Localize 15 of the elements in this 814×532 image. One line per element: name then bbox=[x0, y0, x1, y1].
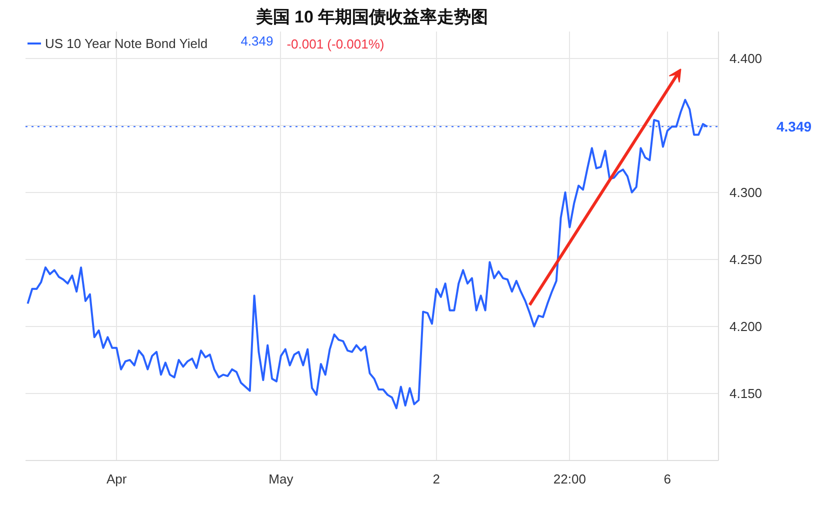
legend-label: US 10 Year Note Bond Yield bbox=[45, 36, 208, 50]
ref-line-label: 4.349 bbox=[776, 118, 812, 135]
x-tick-label: May bbox=[268, 472, 294, 486]
y-tick-label: 4.200 bbox=[730, 318, 762, 334]
y-tick-label: 4.250 bbox=[730, 252, 762, 267]
x-tick-label: Apr bbox=[106, 472, 128, 486]
y-tick-label: 4.400 bbox=[730, 50, 762, 66]
annotation: -0.001 (-0.001%) bbox=[286, 36, 384, 52]
y-tick-label: 4.300 bbox=[730, 184, 762, 200]
x-tick-label: 2 bbox=[432, 472, 440, 486]
annotation: 4.349 bbox=[240, 34, 274, 48]
chart-title: 美国 10 年期国债收益率走势图 bbox=[254, 8, 488, 26]
x-tick-label: 22:00 bbox=[553, 472, 586, 486]
y-tick-label: 4.150 bbox=[730, 386, 762, 401]
x-tick-label: 6 bbox=[664, 472, 672, 486]
